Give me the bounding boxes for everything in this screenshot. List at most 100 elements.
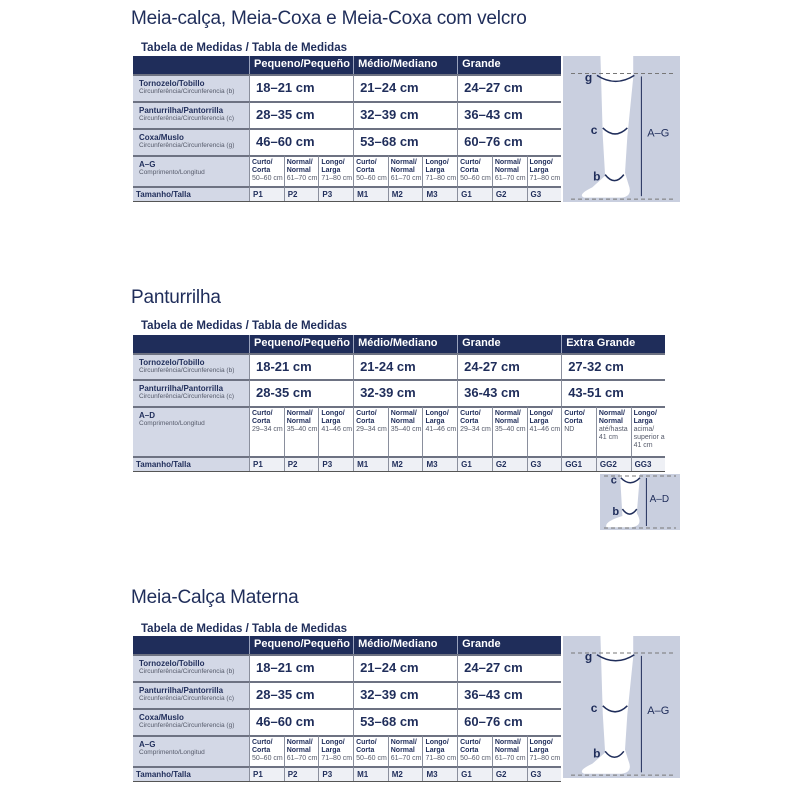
measurement-value: 18-21 cm	[249, 353, 354, 379]
length-option-line: Longo/	[633, 410, 657, 417]
length-option-line: Longo/	[321, 159, 345, 166]
size-code: G2	[491, 186, 527, 201]
size-code: G2	[491, 456, 527, 471]
size-group-header: Grande	[457, 335, 562, 353]
circumference-point-label: b	[612, 506, 619, 518]
length-description: Comprimento/Longitud	[139, 169, 205, 176]
length-option-line: Corta	[460, 418, 479, 425]
length-label: A–G Comprimento/Longitud	[133, 735, 249, 766]
length-option: Normal/Normal 35–40 cm	[387, 406, 423, 456]
measurement-value: 24–27 cm	[457, 74, 562, 101]
length-option-line: 61–70 cm	[390, 175, 422, 182]
measurement-value: 32–39 cm	[353, 101, 458, 128]
circumference-ring	[602, 127, 628, 135]
size-code: M1	[353, 186, 388, 201]
length-option-line: 50–60 cm	[252, 175, 283, 182]
section-title: Panturrilha	[131, 287, 221, 308]
size-code-label: Tamanho/Talla	[133, 186, 249, 201]
length-option: Normal/Normal 61–70 cm	[491, 155, 527, 186]
measurement-description: Circunferência/Circunferencia (b)	[139, 668, 235, 675]
length-option-line: 71–80 cm	[425, 755, 457, 762]
section-title: Meia-Calça Materna	[131, 587, 299, 608]
leg-shape	[581, 636, 634, 774]
measure-label: A–G	[647, 127, 669, 139]
length-option-line: 50–60 cm	[252, 755, 283, 762]
length-option-line: Normal/	[286, 739, 313, 746]
measure-label: A–D	[650, 494, 669, 505]
length-option-line: superior a	[633, 434, 665, 441]
measurement-label: Panturrilha/Pantorrilla Circunferência/Ci…	[133, 681, 249, 708]
circumference-point-label: b	[593, 170, 600, 184]
size-code: G1	[457, 766, 492, 781]
table-header-blank	[133, 335, 249, 353]
size-chart-section: Panturrilha Tabela de Medidas / Tabla de …	[131, 287, 693, 530]
size-code: P1	[249, 766, 284, 781]
size-group-header: Pequeno/Pequeño	[249, 335, 354, 353]
length-option: Curto/Corta 50–60 cm	[249, 155, 284, 186]
size-group-header: Extra Grande	[561, 335, 666, 353]
size-code: P2	[283, 186, 319, 201]
length-option-line: Curto/	[356, 159, 377, 166]
leg-illustration: c b A–D	[604, 474, 676, 529]
size-group-header: Médio/Mediano	[353, 636, 458, 654]
size-code-label: Tamanho/Talla	[133, 766, 249, 781]
measurement-value: 24-27 cm	[457, 353, 562, 379]
length-option: Longo/Larga 41–46 cm	[526, 406, 562, 456]
table-header-blank	[133, 56, 249, 74]
leg-measurement-diagram: g c b A–G	[563, 56, 680, 202]
measurement-description: Circunferência/Circunferencia (c)	[139, 115, 235, 122]
measurement-value: 36–43 cm	[457, 101, 562, 128]
measurement-description: Circunferência/Circunferencia (g)	[139, 142, 235, 149]
length-option: Longo/Larga 71–80 cm	[318, 155, 354, 186]
length-option-line: 41–46 cm	[425, 426, 457, 433]
size-code: P1	[249, 186, 284, 201]
length-option-line: 61–70 cm	[390, 755, 422, 762]
length-option-line: 41 cm	[633, 442, 653, 449]
circumference-point-label: c	[591, 701, 598, 715]
circumference-ring	[621, 508, 638, 515]
length-option: Curto/Corta ND	[561, 406, 596, 456]
length-option-line: Corta	[356, 167, 375, 174]
length-option-line: Curto/	[252, 739, 273, 746]
circumference-ring	[620, 477, 641, 484]
size-code: GG2	[595, 456, 631, 471]
length-option-line: Normal	[390, 418, 415, 425]
length-option-line: 29–34 cm	[252, 426, 283, 433]
size-code: M1	[353, 456, 388, 471]
length-option-line: Larga	[529, 418, 549, 425]
length-option-line: Longo/	[425, 410, 449, 417]
table-subtitle: Tabela de Medidas / Tabla de Medidas	[141, 623, 347, 635]
length-option-line: Corta	[460, 747, 479, 754]
table-subtitle: Tabela de Medidas / Tabla de Medidas	[141, 42, 347, 54]
length-option: Longo/Larga 71–80 cm	[422, 155, 458, 186]
leg-illustration: g c b A–G	[571, 636, 674, 776]
length-option-line: 41–46 cm	[321, 426, 353, 433]
size-table: Pequeno/Pequeño Médio/Mediano Grande Extra …	[133, 335, 666, 472]
length-option-line: Curto/	[460, 739, 481, 746]
measurement-description: Circunferência/Circunferencia (b)	[139, 367, 235, 374]
length-option-line: acima/	[633, 426, 655, 433]
length-option: Longo/Larga 71–80 cm	[526, 735, 562, 766]
measurement-name: Tornozelo/Tobillo	[139, 79, 205, 88]
measurement-value: 21–24 cm	[353, 74, 458, 101]
length-option-line: 50–60 cm	[460, 755, 491, 762]
length-option: Curto/Corta 50–60 cm	[457, 155, 492, 186]
size-table: Pequeno/Pequeño Médio/Mediano Grande Tornoz…	[133, 56, 562, 202]
length-option: Normal/Normal 61–70 cm	[491, 735, 527, 766]
measurement-name: Coxa/Muslo	[139, 133, 184, 142]
length-option: Normal/Normal 35–40 cm	[283, 406, 319, 456]
length-option-line: 50–60 cm	[356, 755, 387, 762]
size-code: P3	[318, 186, 354, 201]
length-option: Longo/Larga acima/superior a 41 cm	[630, 406, 666, 456]
length-option-line: 61–70 cm	[286, 755, 318, 762]
size-table: Pequeno/Pequeño Médio/Mediano Grande Tornoz…	[133, 636, 562, 782]
measurement-name: Tornozelo/Tobillo	[139, 358, 205, 367]
length-option-line: Longo/	[529, 410, 553, 417]
leg-measurement-diagram: g c b A–G	[563, 636, 680, 778]
measurement-value: 43-51 cm	[561, 379, 666, 406]
measurement-name: Panturrilha/Pantorrilla	[139, 686, 224, 695]
measurement-value: 27-32 cm	[561, 353, 666, 379]
measurement-value: 18–21 cm	[249, 654, 354, 681]
size-code: G3	[526, 766, 562, 781]
length-option-line: Larga	[321, 747, 341, 754]
